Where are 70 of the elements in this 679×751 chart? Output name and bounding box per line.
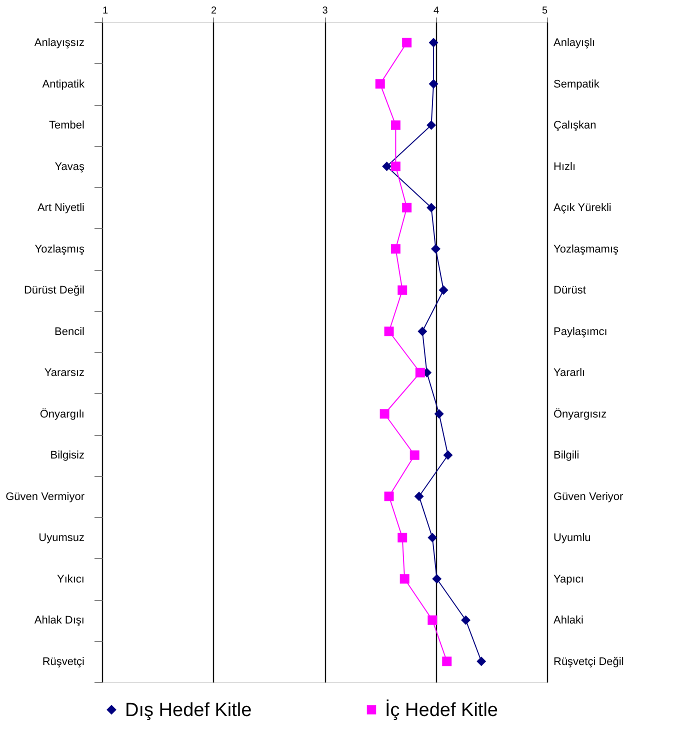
point xyxy=(442,656,452,666)
y-tick-label: Ahlak Dışı xyxy=(34,614,84,627)
y-tick-label: Önyargılı xyxy=(40,407,84,420)
y2-tick-label: Dürüst xyxy=(554,284,586,297)
point xyxy=(434,409,444,419)
x-tick-label: 5 xyxy=(542,6,548,16)
y2-tick-label: Sempatik xyxy=(554,78,600,90)
point xyxy=(443,450,453,460)
y-tick-label: Uyumsuz xyxy=(38,532,84,544)
x-tick-label: 1 xyxy=(102,6,108,16)
y-tick-label: Güven Vermiyor xyxy=(6,490,85,503)
y-tick-label: Antipatik xyxy=(42,78,85,90)
point xyxy=(410,450,420,460)
y-tick-label: Rüşvetçi xyxy=(42,656,84,668)
y2-tick-label: Uyumlu xyxy=(554,532,591,544)
y2-tick-label: Yapıcı xyxy=(554,573,584,586)
y-tick-label: Bencil xyxy=(54,326,84,338)
point xyxy=(375,79,385,89)
point xyxy=(426,202,436,212)
point xyxy=(414,492,424,502)
y2-tick-label: Hızlı xyxy=(554,160,576,173)
point xyxy=(384,326,394,336)
point xyxy=(476,656,486,666)
legend-label: Dış Hedef Kitle xyxy=(125,700,252,721)
point xyxy=(402,38,412,48)
y-tick-label: Bilgisiz xyxy=(50,450,84,462)
y2-tick-label: Çalışkan xyxy=(554,120,596,132)
y-tick-label: Yıkıcı xyxy=(56,573,84,586)
y-tick-label: Yararsız xyxy=(44,367,84,380)
point xyxy=(428,38,438,48)
point xyxy=(382,162,392,172)
point xyxy=(428,79,438,89)
point xyxy=(398,285,408,295)
point xyxy=(461,615,471,625)
y-tick-label: Yozlaşmış xyxy=(34,243,85,256)
y-tick-label: Art Niyetli xyxy=(37,202,84,214)
y-tick-label: Tembel xyxy=(49,120,84,132)
point xyxy=(398,532,408,542)
point xyxy=(432,574,442,584)
y2-tick-label: Önyargısız xyxy=(554,407,607,420)
point xyxy=(426,120,436,130)
y2-tick-label: Yozlaşmamış xyxy=(554,243,620,256)
point xyxy=(384,492,394,502)
point xyxy=(418,326,428,336)
y2-tick-label: Bilgili xyxy=(554,450,580,462)
y2-tick-label: Paylaşımcı xyxy=(554,326,608,338)
y2-tick-label: Yararlı xyxy=(554,367,586,380)
point xyxy=(390,120,400,130)
x-tick-label: 4 xyxy=(433,6,440,16)
y-tick-label: Yavaş xyxy=(54,160,85,173)
point xyxy=(380,409,390,419)
point xyxy=(431,244,440,254)
legend-label: İç Hedef Kitle xyxy=(385,698,498,721)
point xyxy=(438,285,448,295)
y-tick-label: Dürüst Değil xyxy=(24,284,84,297)
point xyxy=(415,368,425,378)
y2-tick-label: Güven Veriyor xyxy=(554,490,624,503)
point xyxy=(428,532,438,542)
point xyxy=(400,574,410,584)
y2-tick-label: Rüşvetçi Değil xyxy=(554,656,624,668)
point xyxy=(402,202,412,212)
point xyxy=(390,162,400,172)
point xyxy=(428,615,438,625)
y2-tick-label: Ahlaki xyxy=(554,614,584,627)
point xyxy=(390,244,400,254)
x-tick-label: 2 xyxy=(210,6,217,16)
y2-tick-label: Anlayışlı xyxy=(554,37,596,50)
y2-tick-label: Açık Yürekli xyxy=(554,202,612,214)
x-tick-label: 3 xyxy=(322,6,328,16)
y-tick-label: Anlayışsız xyxy=(34,37,84,50)
